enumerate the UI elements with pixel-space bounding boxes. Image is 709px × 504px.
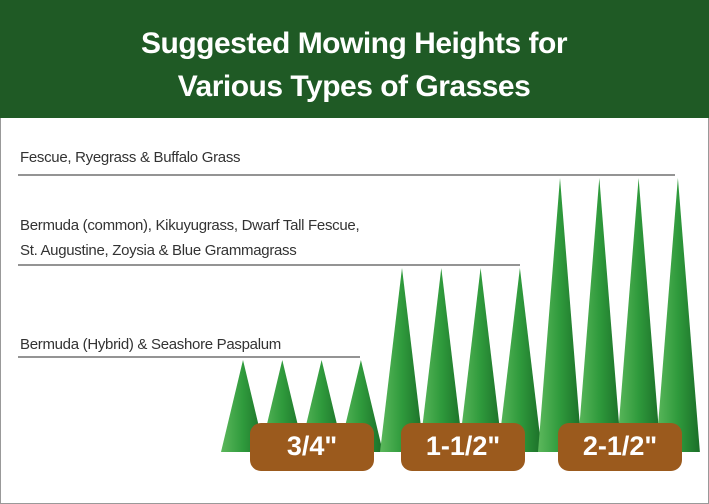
height-label: 3/4" [287,431,337,461]
height-label: 1-1/2" [426,431,500,461]
infographic: Suggested Mowing Heights for Various Typ… [0,0,709,504]
grass-label: Fescue, Ryegrass & Buffalo Grass [20,149,240,166]
grass-label: Bermuda (common), Kikuyugrass, Dwarf Tal… [20,217,359,234]
height-label: 2-1/2" [583,431,657,461]
title-line: Suggested Mowing Heights for [141,27,568,60]
grass-label: St. Augustine, Zoysia & Blue Grammagrass [20,242,296,259]
grass-label: Bermuda (Hybrid) & Seashore Paspalum [20,336,281,353]
title-line: Various Types of Grasses [178,70,531,103]
